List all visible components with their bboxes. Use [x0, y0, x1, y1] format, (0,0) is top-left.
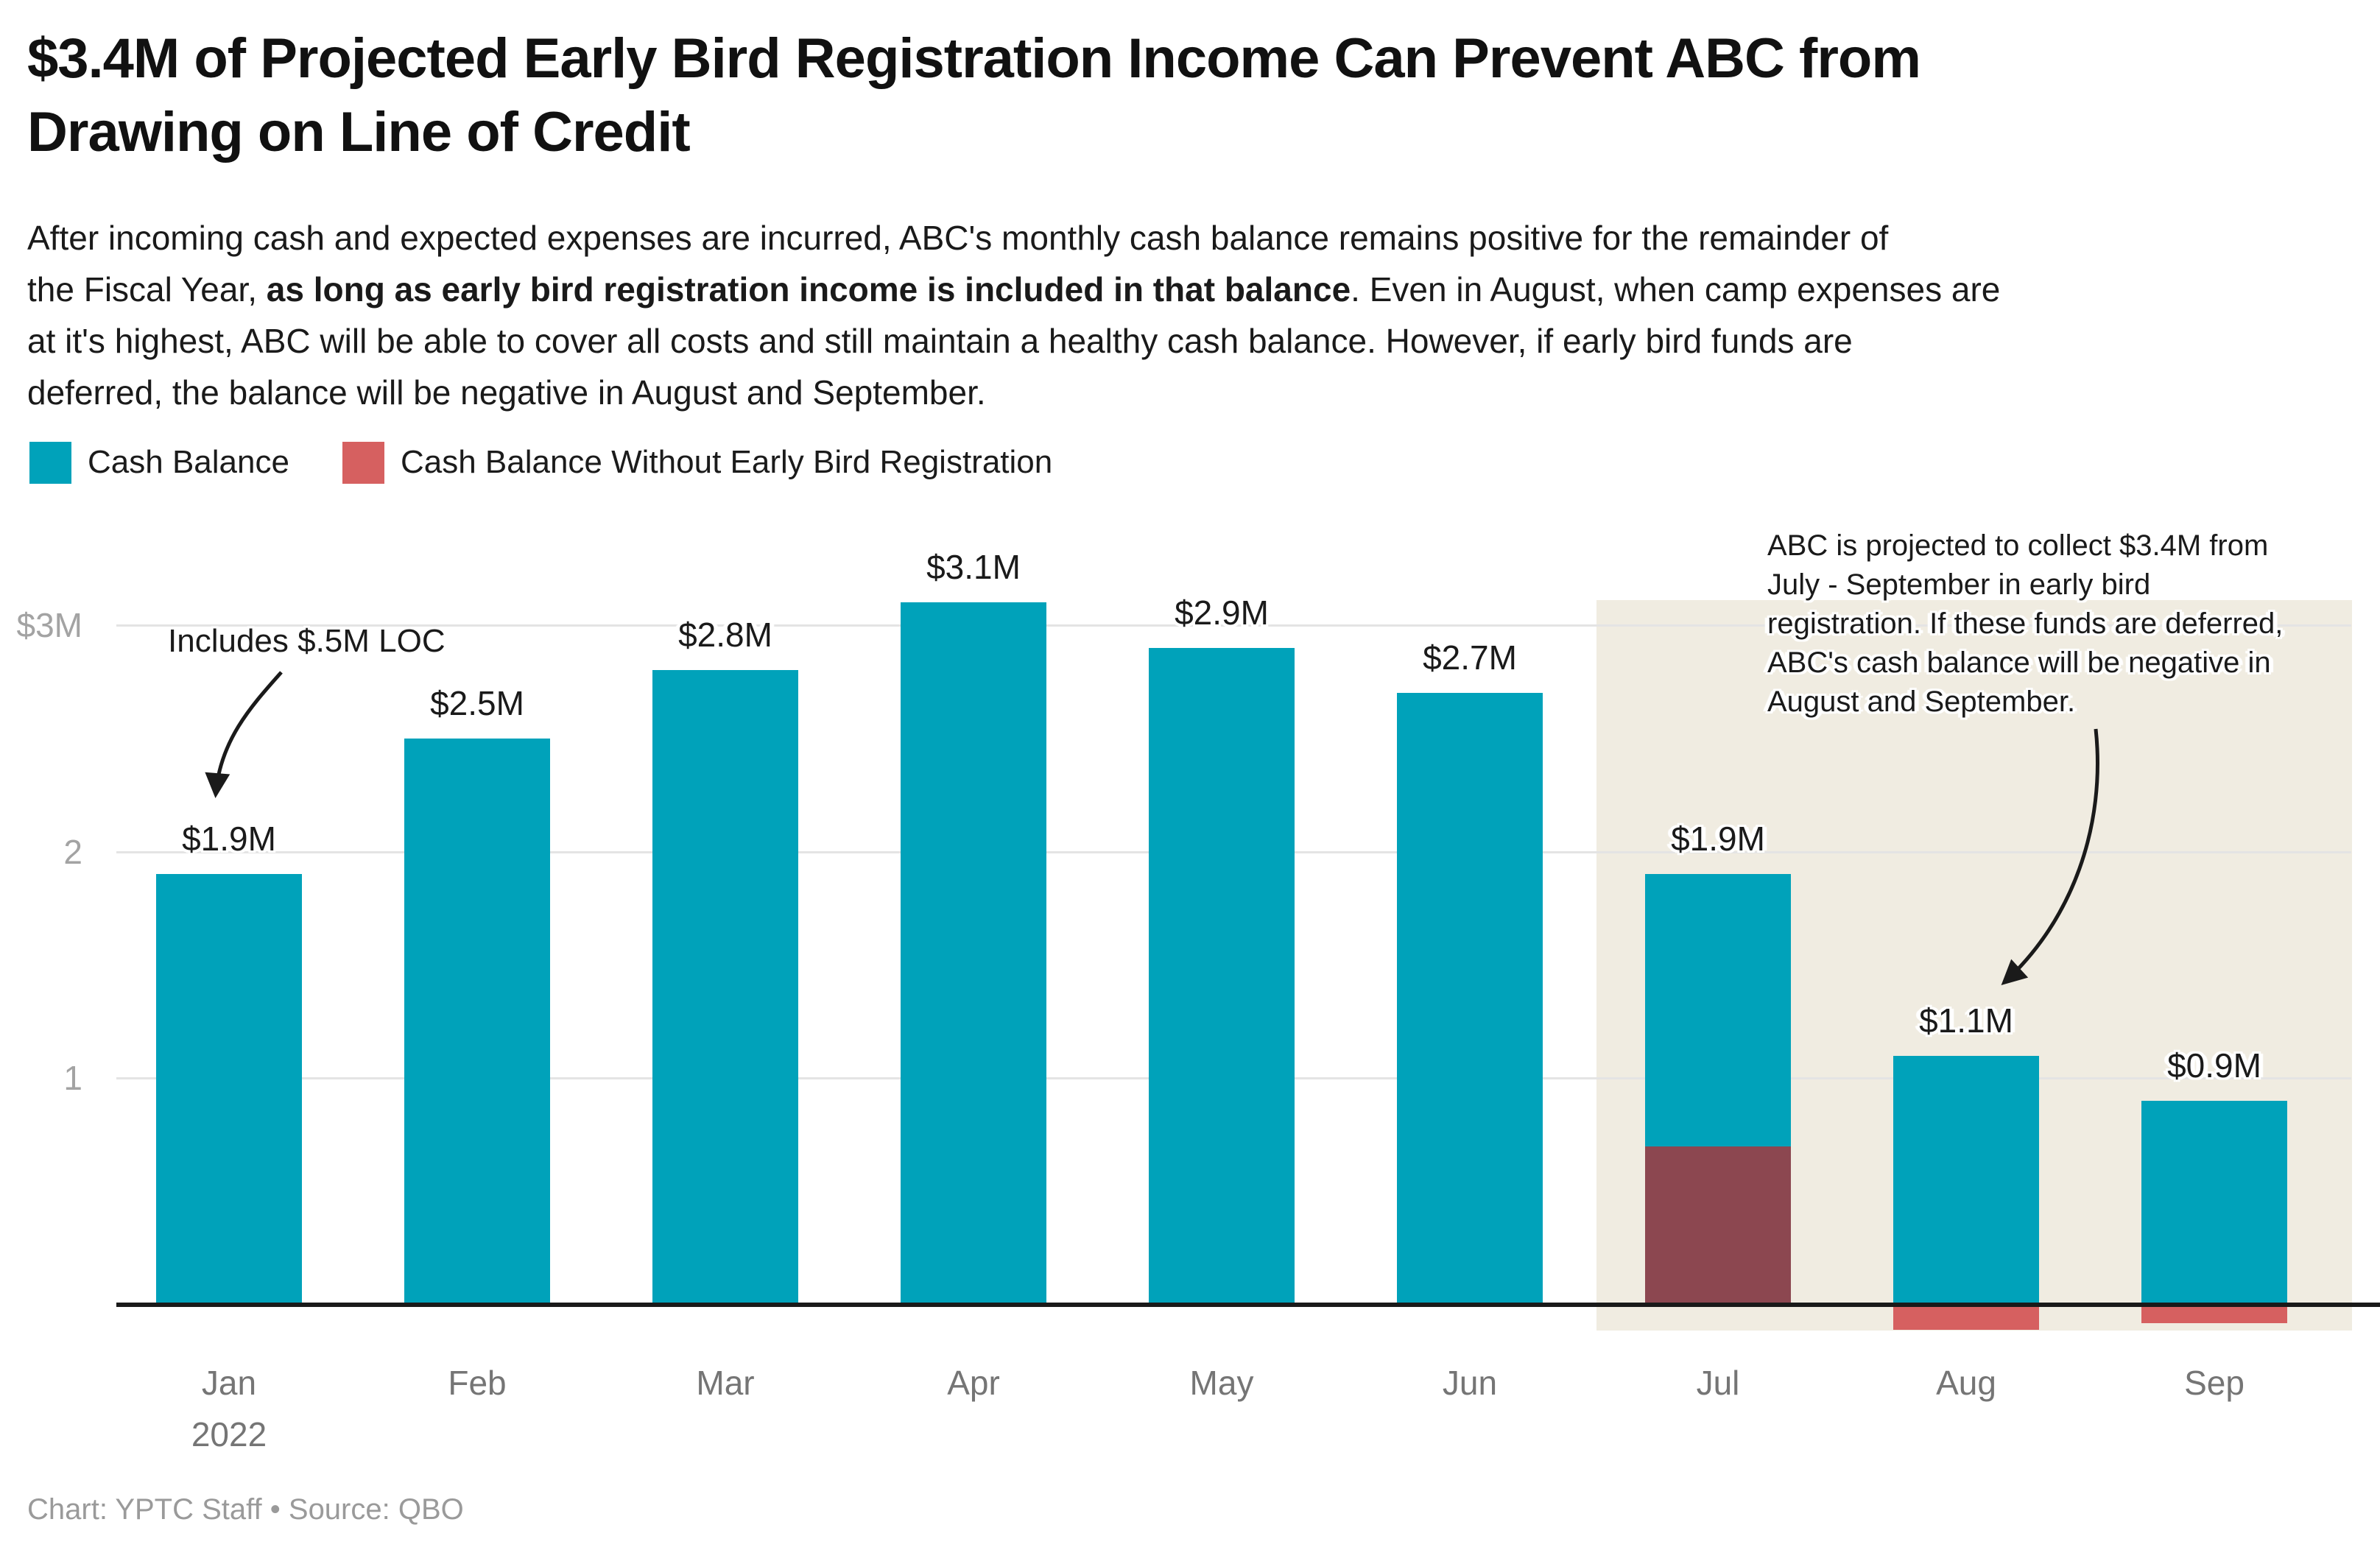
- x-axis-label-jun: Jun: [1442, 1364, 1498, 1402]
- legend-item-cash-balance: Cash Balance: [29, 441, 289, 484]
- bar-overlap-jul: [1645, 1146, 1791, 1305]
- gridline-3m: [116, 624, 2351, 627]
- y-axis-tick-label: $3M: [16, 606, 82, 644]
- annotation-loc-note: Includes $.5M LOC: [168, 623, 446, 659]
- bar-feb: [404, 739, 550, 1305]
- bar-jan: [156, 874, 302, 1305]
- without-early-bird-swatch: [342, 441, 384, 484]
- cash-balance-swatch: [29, 441, 71, 484]
- chart-credit: Chart: YPTC Staff • Source: QBO: [27, 1493, 464, 1526]
- annotation-deferral-note: ABC is projected to collect $3.4M from J…: [1767, 529, 2284, 718]
- x-axis-label-sep: Sep: [2184, 1364, 2245, 1402]
- bar-value-label-may: $2.9M: [1175, 593, 1269, 632]
- bar-sep: [2141, 1101, 2287, 1305]
- chart-description: After incoming cash and expected expense…: [27, 212, 2362, 418]
- description-text: After incoming cash and expected expense…: [27, 219, 1889, 309]
- legend-item-without-early-bird: Cash Balance Without Early Bird Registra…: [342, 441, 1053, 484]
- legend-label: Cash Balance: [88, 444, 289, 480]
- bar-value-label-apr: $3.1M: [926, 548, 1021, 586]
- description-text-end: . Even in August, when camp expenses are…: [27, 270, 2001, 412]
- bar-value-label-sep: $0.9M: [2167, 1046, 2261, 1085]
- x-axis-label-aug: Aug: [1936, 1364, 1996, 1402]
- bar-aug: [1893, 1056, 2039, 1305]
- bar-value-label-jul: $1.9M: [1671, 820, 1765, 858]
- bar-value-label-mar: $2.8M: [678, 616, 772, 654]
- chart-title: $3.4M of Projected Early Bird Registrati…: [27, 27, 1921, 163]
- x-axis-label-may: May: [1189, 1364, 1254, 1402]
- legend: Cash Balance Cash Balance Without Early …: [29, 440, 1086, 484]
- bar-value-label-feb: $2.5M: [430, 684, 524, 722]
- x-axis-label-mar: Mar: [696, 1364, 755, 1402]
- x-axis-label-feb: Feb: [448, 1364, 507, 1402]
- bar-value-label-jan: $1.9M: [182, 820, 276, 858]
- bar-mar: [652, 670, 798, 1305]
- bar-jun: [1397, 693, 1543, 1305]
- legend-label: Cash Balance Without Early Bird Registra…: [400, 444, 1053, 480]
- bar-negative-sep: [2141, 1307, 2287, 1323]
- bar-value-label-jun: $2.7M: [1423, 638, 1517, 677]
- y-axis-tick-label: 2: [63, 833, 82, 871]
- x-axis-label-jan: Jan 2022: [191, 1364, 267, 1453]
- bar-value-label-aug: $1.1M: [1919, 1001, 2013, 1040]
- bar-apr: [901, 602, 1046, 1305]
- x-axis-line: [116, 1303, 2380, 1307]
- bar-may: [1149, 648, 1295, 1305]
- x-axis-label-apr: Apr: [947, 1364, 1000, 1402]
- description-bold-text: as long as early bird registration incom…: [266, 270, 1351, 309]
- y-axis-tick-label: 1: [63, 1059, 82, 1097]
- bar-negative-aug: [1893, 1307, 2039, 1330]
- x-axis-label-jul: Jul: [1696, 1364, 1740, 1402]
